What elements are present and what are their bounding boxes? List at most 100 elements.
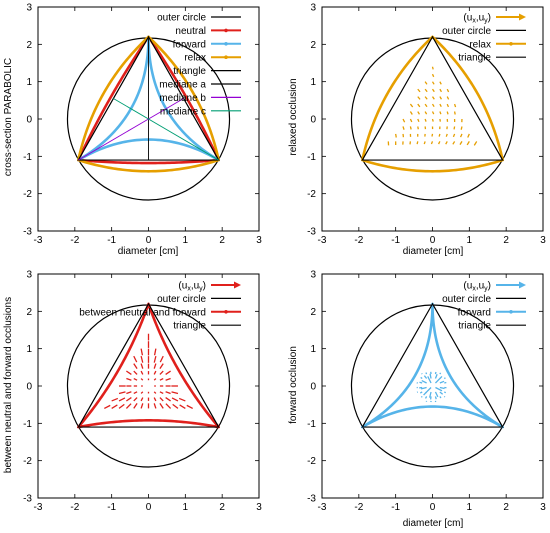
- x-tick-label: -1: [107, 235, 116, 246]
- vector-arrow: [439, 111, 442, 115]
- legend: (ux,uy)outer circle relax triangle: [442, 13, 526, 64]
- vector-arrow: [445, 141, 448, 145]
- y-tick-label: 0: [310, 382, 316, 393]
- vector-arrow: [434, 391, 439, 398]
- vector-arrow: [425, 372, 428, 375]
- legend-label: between neutral and forward: [79, 307, 206, 318]
- vector-arrow: [186, 404, 193, 409]
- vector-arrow: [165, 397, 171, 402]
- legend-label: outer circle: [157, 294, 206, 305]
- vector-arrow: [104, 404, 111, 409]
- vector-arrow: [444, 381, 447, 384]
- vector-arrow: [118, 403, 125, 409]
- x-tick-label: 2: [503, 235, 509, 246]
- vector-arrow: [133, 397, 138, 402]
- x-tick-label: 1: [183, 235, 189, 246]
- vector-arrow: [133, 391, 138, 395]
- x-tick-label: -1: [107, 502, 116, 513]
- plot-layer: -3 -2 -1 0 1 2 3 -3 -2 -1 0 1 2 3: [307, 270, 546, 514]
- y-tick-label: -1: [307, 152, 316, 163]
- vector-arrow: [421, 379, 427, 384]
- x-tick-label: 0: [430, 502, 436, 513]
- vector-arrow: [118, 391, 126, 395]
- y-tick-label: -3: [307, 227, 316, 238]
- y-tick-label: 3: [26, 3, 32, 14]
- y-tick-label: 0: [26, 382, 32, 393]
- vector-arrow: [439, 372, 442, 375]
- plot-frame: [37, 6, 260, 232]
- x-tick-label: -1: [391, 502, 400, 513]
- vector-arrow: [126, 397, 132, 402]
- vector-arrow: [419, 381, 423, 384]
- median-line: [78, 98, 184, 161]
- vector-arrow: [417, 126, 419, 130]
- vector-arrow: [178, 397, 186, 402]
- vector-arrow: [133, 377, 138, 381]
- panel-relaxed: -3 -2 -1 0 1 2 3 -3 -2 -1 0 1 2 3 diameter [cm] relax…: [288, 3, 546, 258]
- vector-arrow: [417, 96, 421, 100]
- legend: (ux,uy)outer circle between neutral and f…: [79, 281, 241, 332]
- triangle-outline: [361, 302, 504, 428]
- vector-arrow: [153, 355, 157, 363]
- vector-arrow: [452, 133, 456, 138]
- y-tick-label: 3: [310, 3, 316, 14]
- x-tick-label: -2: [354, 235, 363, 246]
- vector-arrow: [159, 363, 164, 369]
- legend-label: outer circle: [442, 294, 491, 305]
- y-axis-label: cross-section PARABOLIC: [3, 58, 14, 176]
- occlusion-curve: [77, 302, 220, 429]
- vector-arrow: [417, 103, 421, 108]
- vector-arrow: [402, 126, 405, 130]
- vector-arrow: [434, 371, 437, 375]
- legend-marker: [509, 310, 513, 314]
- y-tick-label: 1: [26, 77, 32, 88]
- vector-arrow: [459, 133, 463, 138]
- vector-arrow: [165, 403, 172, 409]
- vector-arrow: [430, 141, 434, 145]
- vector-arrow: [443, 377, 446, 380]
- vector-arrow: [153, 348, 157, 356]
- vector-arrow: [395, 133, 397, 138]
- y-axis-label: between neutral and forward occlusions: [3, 297, 14, 473]
- legend-label: mediane b: [159, 93, 206, 104]
- x-axis-label: diameter [cm]: [403, 246, 464, 257]
- vector-arrow: [140, 370, 144, 375]
- vector-arrow: [459, 141, 463, 145]
- vector-arrow: [434, 374, 438, 379]
- legend-label: (ux,uy): [178, 281, 206, 293]
- median-line: [113, 98, 219, 161]
- vector-arrow: [159, 377, 164, 381]
- legend-marker: [224, 55, 228, 59]
- vector-arrow: [140, 355, 144, 363]
- vector-arrow: [424, 111, 428, 115]
- vector-arrow: [453, 111, 456, 115]
- legend-arrowhead: [519, 281, 526, 289]
- x-tick-label: 2: [503, 502, 509, 513]
- x-tick-label: 0: [146, 502, 152, 513]
- y-tick-label: 0: [26, 115, 32, 126]
- vector-arrow: [409, 118, 413, 123]
- x-axis-label: diameter [cm]: [118, 246, 179, 257]
- vector-arrow: [417, 88, 421, 93]
- vector-arrow: [133, 355, 138, 363]
- legend-label: mediane a: [159, 80, 206, 91]
- legend-label: (ux,uy): [463, 13, 491, 25]
- legend-label: relax: [469, 39, 491, 50]
- vector-arrow: [424, 96, 428, 100]
- vector-arrow: [439, 391, 444, 395]
- vector-arrow: [438, 133, 441, 137]
- legend-label: (ux,uy): [463, 281, 491, 293]
- legend: outer circle neutral forward relax triangle m…: [157, 13, 241, 117]
- legend-label: outer circle: [442, 26, 491, 37]
- occlusion-curve: [361, 302, 504, 429]
- vector-arrow: [443, 391, 447, 394]
- vector-arrow: [431, 73, 435, 78]
- x-tick-label: 0: [146, 235, 152, 246]
- vector-arrow: [428, 391, 432, 398]
- vector-arrow: [423, 141, 426, 145]
- y-tick-label: -1: [23, 419, 32, 430]
- x-tick-label: 3: [256, 235, 262, 246]
- vector-arrow: [439, 88, 443, 93]
- vector-arrow: [423, 375, 428, 379]
